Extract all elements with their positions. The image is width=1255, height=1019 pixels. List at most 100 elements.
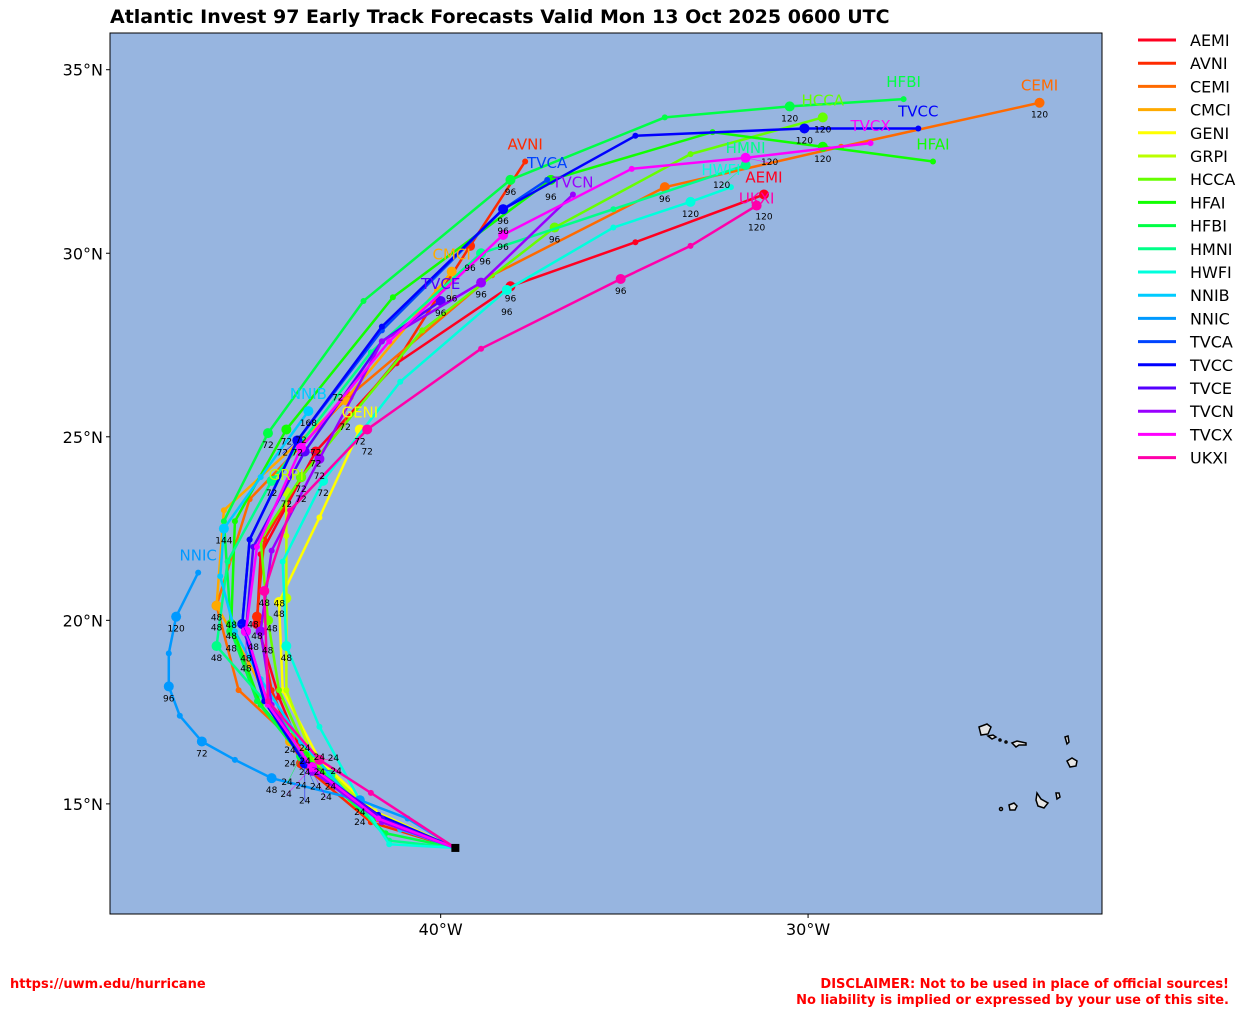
track-point xyxy=(253,543,260,550)
track-name-label-geni: GENI xyxy=(341,403,378,421)
legend-label: CMCI xyxy=(1190,101,1231,120)
track-point xyxy=(264,698,271,705)
track-point xyxy=(283,687,290,694)
hour-label: 72 xyxy=(281,500,292,510)
hour-label: 72 xyxy=(310,459,321,469)
track-point xyxy=(505,174,516,185)
track-point xyxy=(231,518,238,525)
track-point xyxy=(283,532,290,539)
track-point xyxy=(478,345,485,352)
track-point xyxy=(758,189,769,200)
track-name-label-tvcc: TVCC xyxy=(897,102,938,120)
track-name-label-hfai: HFAI xyxy=(916,135,949,153)
legend-item-hfai: HFAI xyxy=(1138,193,1225,212)
hour-label: 72 xyxy=(339,423,350,433)
legend-label: AEMI xyxy=(1190,31,1230,50)
hour-label: 48 xyxy=(226,632,238,642)
track-name-label-avni: AVNI xyxy=(508,135,543,153)
hour-label: 96 xyxy=(163,694,175,704)
track-point xyxy=(498,204,509,215)
label-leader-line xyxy=(319,758,334,761)
hour-label: 120 xyxy=(814,155,831,165)
hour-label: 48 xyxy=(226,644,238,654)
label-leader-line xyxy=(311,770,327,798)
track-point xyxy=(171,611,182,622)
track-point xyxy=(498,229,509,240)
track-point xyxy=(316,723,323,730)
track-point xyxy=(246,536,253,543)
hour-label: 72 xyxy=(295,485,306,495)
track-point xyxy=(687,151,694,158)
hour-label: 24 xyxy=(299,768,311,778)
track-point xyxy=(751,200,762,211)
track-point xyxy=(165,650,172,657)
hour-label: 24 xyxy=(284,759,296,769)
track-point xyxy=(316,514,323,521)
hour-label: 96 xyxy=(501,308,513,318)
legend-item-cemi: CEMI xyxy=(1138,77,1230,96)
hour-label: 72 xyxy=(354,437,365,447)
track-point xyxy=(176,712,183,719)
track-point xyxy=(255,626,266,637)
hour-label: 48 xyxy=(211,614,223,624)
hour-label: 120 xyxy=(755,213,772,223)
hour-label: 120 xyxy=(761,158,778,168)
hour-label: 72 xyxy=(196,749,207,759)
track-point xyxy=(610,224,617,231)
track-name-label-hwfi: HWFI xyxy=(701,161,740,179)
hour-label: 96 xyxy=(497,243,509,253)
track-name-label-hcca: HCCA xyxy=(802,91,845,109)
track-point xyxy=(628,165,635,172)
track-point xyxy=(419,327,426,334)
hour-label: 24 xyxy=(325,783,337,793)
track-point xyxy=(220,507,227,514)
legend-label: GENI xyxy=(1190,124,1229,143)
label-leader-line xyxy=(304,763,317,788)
track-point xyxy=(1034,97,1045,108)
hour-label: 120 xyxy=(781,114,798,124)
track-nnic xyxy=(163,569,457,849)
legend-label: TVCN xyxy=(1189,402,1234,421)
track-name-label-tvcn: TVCN xyxy=(551,174,593,192)
track-point xyxy=(257,474,264,481)
disclaimer-line-2: No liability is implied or expressed by … xyxy=(796,993,1229,1008)
legend-item-tvcn: TVCN xyxy=(1138,402,1234,421)
track-point xyxy=(235,687,242,694)
legend-label: HWFI xyxy=(1190,263,1232,282)
legend-item-aemi: AEMI xyxy=(1138,31,1230,50)
hour-label: 24 xyxy=(354,818,366,828)
hour-label: 24 xyxy=(330,767,342,777)
hour-label: 48 xyxy=(251,632,263,642)
legend-label: HFAI xyxy=(1190,193,1225,212)
label-leader-line xyxy=(241,623,254,649)
track-point xyxy=(389,294,396,301)
track-name-label-nnic: NNIC xyxy=(180,547,217,565)
track-line xyxy=(244,141,871,850)
track-point xyxy=(253,698,260,705)
track-point xyxy=(544,176,551,183)
site-link[interactable]: https://uwm.edu/hurricane xyxy=(10,977,206,992)
legend-label: TVCX xyxy=(1189,425,1233,444)
legend-label: TVCC xyxy=(1189,356,1233,375)
track-point xyxy=(867,140,874,147)
track-point xyxy=(218,523,229,534)
track-name-label-ukxi: UKXI xyxy=(739,190,775,208)
legend-item-grpi: GRPI xyxy=(1138,147,1228,166)
track-point xyxy=(784,101,795,112)
track-point xyxy=(632,132,639,139)
track-point xyxy=(211,641,222,652)
hour-label: 96 xyxy=(497,217,509,227)
hour-label: 96 xyxy=(435,309,447,319)
track-point xyxy=(211,600,222,611)
hour-label: 24 xyxy=(281,778,293,788)
hour-label: 72 xyxy=(292,448,303,458)
hour-label: 24 xyxy=(299,744,311,754)
hour-label: 120 xyxy=(814,125,831,135)
track-point xyxy=(196,736,207,747)
hour-label: 48 xyxy=(226,621,238,631)
legend-item-hfbi: HFBI xyxy=(1138,217,1227,236)
hour-label: 72 xyxy=(332,393,343,403)
track-point xyxy=(386,841,393,848)
track-point xyxy=(220,518,227,525)
